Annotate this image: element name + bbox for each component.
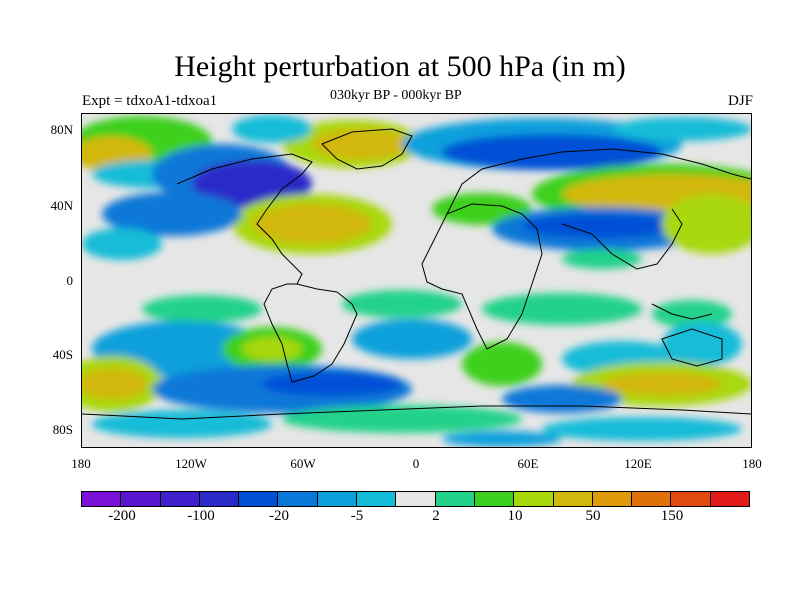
season-label: DJF — [727, 93, 753, 109]
map-panel — [81, 113, 752, 448]
contour-map — [82, 114, 751, 447]
colorbar-swatch — [710, 492, 750, 506]
colorbar-label: 50 — [585, 508, 601, 524]
lon-label-180w: 180 — [71, 456, 91, 471]
colorbar-label: -100 — [187, 508, 215, 524]
colorbar-label: 150 — [660, 508, 684, 524]
lat-label-0: 0 — [66, 273, 74, 288]
lon-label-180e: 180 — [742, 456, 762, 471]
colorbar-swatch — [121, 492, 161, 506]
lat-label-80s: 80S — [52, 422, 73, 437]
colorbar-swatch — [671, 492, 711, 506]
colorbar-swatch — [632, 492, 672, 506]
lon-label-60e: 60E — [517, 456, 539, 471]
lon-label-120w: 120W — [175, 456, 207, 471]
lat-label-40n: 40N — [50, 198, 73, 213]
colorbar-swatch — [474, 492, 515, 506]
colorbar-label: -5 — [350, 508, 364, 524]
period-label: 030kyr BP - 000kyr BP — [330, 88, 462, 103]
colorbar-swatch — [82, 492, 122, 506]
lat-label-40s: 40S — [52, 347, 73, 362]
colorbar-label: 2 — [432, 508, 440, 524]
lon-label-0: 0 — [412, 456, 420, 471]
colorbar-swatch — [317, 492, 358, 506]
colorbar — [81, 491, 750, 507]
colorbar-swatch — [357, 492, 397, 506]
colorbar-swatch — [278, 492, 318, 506]
colorbar-swatch — [396, 492, 436, 506]
colorbar-swatch — [239, 492, 279, 506]
plot-title: Height perturbation at 500 hPa (in m) — [174, 50, 626, 83]
experiment-label: Expt = tdxoA1-tdxoa1 — [82, 93, 218, 109]
coastlines — [82, 128, 751, 420]
lon-label-120e: 120E — [624, 456, 652, 471]
colorbar-swatch — [592, 492, 633, 506]
colorbar-label: 10 — [507, 508, 523, 524]
colorbar-swatch — [435, 492, 475, 506]
lat-label-80n: 80N — [50, 122, 73, 137]
lon-label-60w: 60W — [290, 456, 316, 471]
colorbar-swatch — [199, 492, 240, 506]
colorbar-label: -200 — [108, 508, 136, 524]
colorbar-swatch — [553, 492, 593, 506]
colorbar-swatch — [160, 492, 200, 506]
colorbar-label: -20 — [269, 508, 289, 524]
colorbar-swatch — [514, 492, 554, 506]
